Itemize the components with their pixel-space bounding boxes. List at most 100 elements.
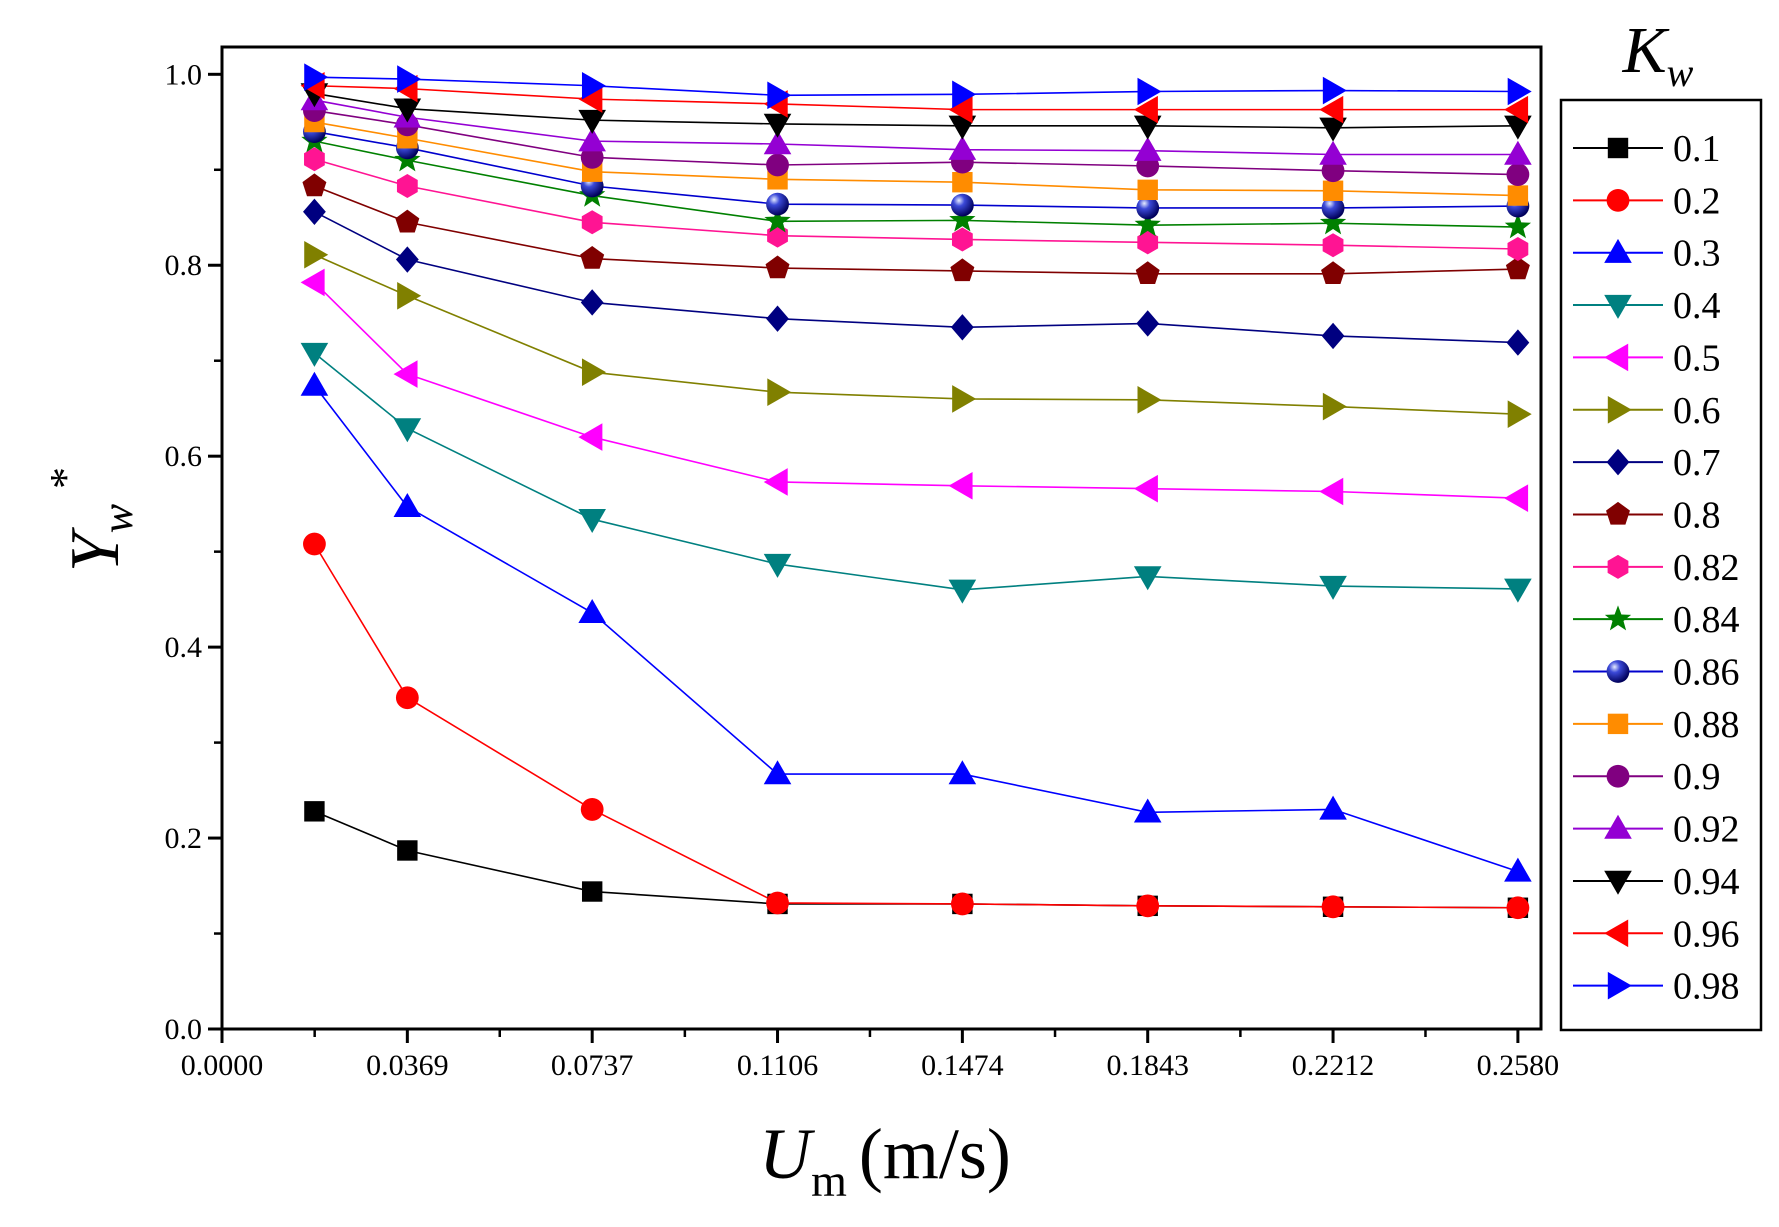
legend-entry: 0.98	[1573, 966, 1740, 1008]
data-point	[1507, 400, 1532, 428]
data-point	[952, 80, 977, 109]
legend-entry: 0.5	[1573, 337, 1721, 379]
legend-marker	[1607, 395, 1632, 424]
series-0.1	[314, 810, 1518, 909]
series-0.98	[314, 76, 1518, 97]
legend-entry: 0.88	[1573, 704, 1740, 746]
legend-marker	[1607, 971, 1632, 1000]
series-line	[314, 99, 1518, 156]
series-markers-0.2	[303, 532, 1530, 920]
data-point	[304, 240, 329, 269]
data-point	[1133, 474, 1158, 503]
data-point	[1137, 77, 1162, 106]
legend-entry: 0.92	[1573, 809, 1740, 851]
series-0.88	[314, 121, 1518, 197]
data-point	[1133, 798, 1162, 823]
legend-marker	[1606, 448, 1630, 476]
data-point	[1504, 95, 1529, 124]
data-point	[300, 268, 325, 297]
legend-label: 0.82	[1673, 547, 1740, 589]
series-line	[313, 385, 1519, 873]
y-axis-title-subscript: w	[93, 503, 142, 533]
data-point	[1322, 233, 1344, 258]
data-point	[578, 85, 603, 113]
data-point	[1137, 179, 1158, 201]
series-line	[314, 211, 1518, 344]
data-point	[1319, 140, 1347, 165]
series-layer	[300, 63, 1532, 920]
series-markers-0.96	[300, 71, 1529, 124]
series-line	[314, 254, 1518, 415]
data-point	[952, 385, 977, 413]
data-point	[1133, 115, 1162, 140]
data-point	[1504, 115, 1532, 140]
data-point	[767, 81, 792, 110]
data-point	[581, 881, 603, 902]
x-tick-label: 0.1474	[921, 1049, 1004, 1082]
series-line	[314, 121, 1518, 197]
x-tick-label: 0.1843	[1106, 1049, 1189, 1082]
legend-entry: 0.82	[1573, 547, 1740, 589]
series-line	[314, 130, 1518, 209]
legend-entry: 0.2	[1573, 180, 1721, 222]
y-tick-label: 0.4	[165, 631, 203, 664]
series-0.8	[314, 185, 1518, 275]
legend-marker	[1606, 764, 1630, 788]
series-line	[313, 352, 1518, 591]
data-point	[1504, 857, 1532, 882]
data-point	[950, 314, 974, 341]
legend-entry: 0.3	[1573, 233, 1721, 275]
data-point	[580, 245, 605, 269]
series-0.94	[314, 92, 1518, 129]
legend-marker	[1607, 137, 1629, 159]
data-point	[1506, 896, 1530, 920]
legend-marker	[1606, 501, 1630, 525]
data-point	[397, 65, 422, 93]
data-point	[1137, 230, 1159, 255]
legend-marker	[1604, 343, 1629, 372]
data-point	[395, 246, 419, 273]
data-point	[763, 760, 792, 785]
data-point	[578, 508, 606, 533]
data-point	[580, 798, 604, 821]
x-tick-label: 0.0369	[366, 1049, 449, 1082]
data-point	[1319, 95, 1344, 124]
data-point	[948, 760, 977, 785]
data-point	[766, 153, 789, 177]
series-markers-0.8	[302, 173, 1530, 285]
data-point	[952, 171, 973, 193]
legend-entry: 0.94	[1573, 861, 1740, 903]
data-point	[1319, 117, 1347, 142]
series-line	[314, 76, 1518, 97]
data-point	[948, 471, 973, 500]
data-point	[393, 418, 422, 443]
legend-marker	[1604, 814, 1632, 839]
data-point	[1507, 237, 1529, 262]
y-tick-label: 0.8	[165, 249, 203, 282]
legend-entry: 0.1	[1573, 128, 1721, 170]
y-tick-label: 0.0	[165, 1013, 203, 1046]
data-point	[581, 71, 606, 100]
series-line	[314, 140, 1518, 228]
series-line	[314, 810, 1518, 909]
data-point	[948, 95, 973, 124]
y-axis-title: Yw	[57, 503, 142, 572]
legend-marker	[1604, 294, 1632, 319]
x-tick-label: 0.0737	[551, 1049, 634, 1082]
legend-label: 0.8	[1673, 494, 1721, 536]
data-point	[1135, 261, 1160, 285]
series-0.2	[313, 543, 1518, 909]
y-tick-label: 0.6	[165, 440, 203, 473]
legend-entry: 0.86	[1573, 652, 1740, 694]
x-axis-title-subscript: m	[811, 1155, 847, 1206]
data-point	[1504, 213, 1532, 239]
series-line	[314, 84, 1518, 111]
data-point	[580, 145, 604, 169]
data-point	[397, 281, 422, 310]
data-point	[1507, 185, 1529, 206]
data-point	[397, 840, 418, 861]
data-point	[1321, 196, 1345, 220]
x-tick-label: 0.2212	[1292, 1049, 1375, 1082]
series-0.5	[313, 281, 1518, 499]
